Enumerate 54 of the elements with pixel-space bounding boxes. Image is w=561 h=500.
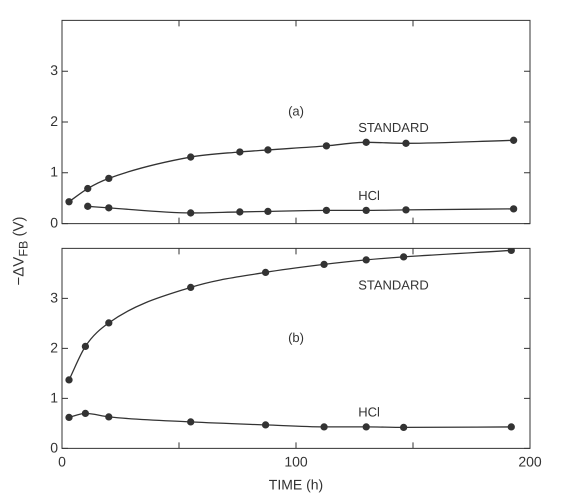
point — [320, 423, 328, 431]
point — [236, 148, 244, 156]
point — [187, 418, 194, 426]
y-tick-label: 2 — [50, 339, 58, 356]
point — [510, 205, 518, 213]
y-tick-label: 3 — [50, 62, 58, 78]
point — [362, 206, 370, 214]
point — [322, 142, 330, 150]
point — [508, 248, 515, 254]
series-label: HCl — [358, 188, 380, 203]
series-label: STANDARD — [358, 277, 429, 292]
point — [322, 206, 330, 214]
annotation: (b) — [288, 330, 304, 345]
point — [105, 204, 112, 212]
y-tick-label: 0 — [50, 214, 58, 230]
point — [400, 253, 408, 261]
series-label: HCl — [358, 404, 380, 420]
x-tick-label: 200 — [518, 454, 542, 470]
x-tick-label: 100 — [284, 454, 308, 470]
point — [65, 198, 73, 206]
y-tick-label: 1 — [50, 164, 58, 180]
point — [262, 268, 270, 276]
y-tick-label: 1 — [50, 389, 58, 406]
point — [362, 256, 370, 264]
point — [320, 260, 328, 268]
point — [65, 376, 73, 384]
point — [82, 342, 90, 350]
y-tick-label: 2 — [50, 112, 58, 129]
point — [65, 414, 73, 422]
point — [236, 208, 244, 216]
point — [402, 206, 410, 214]
point — [510, 136, 518, 144]
y-tick-label: 3 — [50, 289, 58, 306]
point — [508, 423, 515, 431]
point — [187, 284, 194, 292]
point — [105, 413, 112, 421]
point — [400, 424, 408, 432]
x-axis-title: TIME (h) — [268, 476, 324, 492]
point — [105, 174, 112, 182]
point — [187, 209, 194, 217]
series-label: STANDARD — [358, 120, 429, 135]
point — [84, 184, 92, 192]
point — [264, 208, 272, 216]
point — [362, 423, 370, 431]
point — [402, 140, 410, 147]
y-tick-label: 0 — [50, 439, 58, 456]
point — [105, 319, 112, 327]
point — [264, 146, 272, 154]
point — [262, 421, 270, 429]
point — [362, 138, 370, 146]
point — [82, 410, 90, 418]
point — [187, 153, 194, 161]
annotation: (a) — [288, 103, 304, 118]
point — [84, 202, 92, 210]
